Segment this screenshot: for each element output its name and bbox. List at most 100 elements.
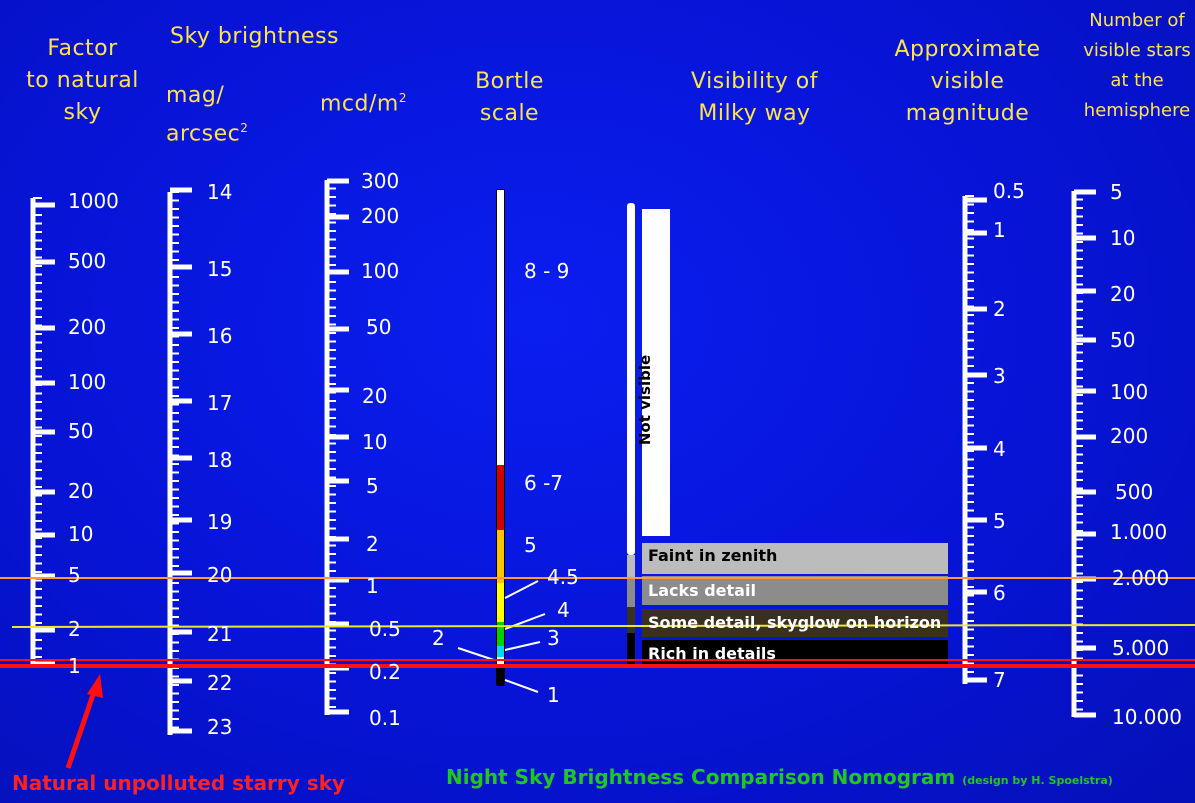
natural-sky-caption: Natural unpolluted starry sky bbox=[12, 771, 346, 795]
header-mag: mag/ arcsec2 bbox=[166, 80, 248, 150]
header-magnitude-line3: magnitude bbox=[905, 101, 1030, 126]
bortle-pointer bbox=[504, 641, 541, 651]
natural-sky-arrow-head bbox=[87, 674, 103, 698]
nomogram-credit: (design by H. Spoelstra) bbox=[962, 774, 1113, 787]
magnitude-label: 0.5 bbox=[993, 179, 1025, 203]
milky-way-band-label: Lacks detail bbox=[648, 581, 756, 600]
header-magnitude-line1: Approximate bbox=[894, 37, 1041, 62]
mag-label: 22 bbox=[207, 671, 233, 695]
header-milky-way: Visibility of Milky way bbox=[672, 66, 837, 130]
milky-way-not-visible-box bbox=[642, 209, 670, 536]
bortle-label: 5 bbox=[524, 533, 537, 557]
header-factor-line3: sky bbox=[63, 100, 102, 125]
header-factor-line2: to natural bbox=[26, 68, 139, 93]
bortle-label: 6 -7 bbox=[524, 471, 564, 495]
header-mag-line2: arcsec2 bbox=[166, 121, 249, 147]
magnitude-label: 7 bbox=[993, 668, 1006, 692]
factor-label: 2 bbox=[68, 617, 81, 641]
nomogram-title-text: Night Sky Brightness Comparison Nomogram bbox=[446, 765, 956, 789]
header-stars-line4: hemisphere bbox=[1083, 100, 1191, 121]
mag-label: 23 bbox=[207, 715, 233, 739]
milky-way-band bbox=[642, 576, 948, 605]
header-stars-line2: visible stars bbox=[1083, 40, 1191, 61]
bortle-segment bbox=[497, 530, 504, 583]
milky-way-band-label: Faint in zenith bbox=[648, 546, 778, 565]
factor-label: 500 bbox=[68, 249, 107, 273]
milky-way-scale-mid bbox=[627, 577, 635, 607]
milky-way-band bbox=[642, 543, 948, 574]
mag-label: 15 bbox=[207, 257, 233, 281]
header-mcd: mcd/m2 bbox=[320, 91, 407, 117]
factor-label: 5 bbox=[68, 563, 81, 587]
mag-label: 18 bbox=[207, 448, 233, 472]
stars-label: 20 bbox=[1110, 282, 1136, 306]
mcd-label: 50 bbox=[366, 315, 392, 339]
mag-label: 14 bbox=[207, 180, 233, 204]
bortle-segment bbox=[497, 583, 504, 622]
bortle-segment bbox=[497, 646, 504, 657]
magnitude-label: 6 bbox=[993, 581, 1006, 605]
magnitude-label: 1 bbox=[993, 218, 1006, 242]
bortle-segment bbox=[497, 190, 504, 465]
milky-way-scale-black bbox=[627, 633, 635, 666]
factor-label: 10 bbox=[68, 522, 94, 546]
milky-way-band-label: Rich in details bbox=[648, 644, 776, 663]
milky-way-band bbox=[642, 640, 948, 666]
bortle-segment bbox=[497, 465, 504, 530]
milky-way-scale-white bbox=[627, 203, 635, 555]
header-bortle: Bortle scale bbox=[462, 66, 557, 130]
bortle-pointer bbox=[504, 580, 539, 599]
nomogram-title: Night Sky Brightness Comparison Nomogram… bbox=[446, 765, 1113, 789]
bortle-label: 4.5 bbox=[547, 565, 579, 589]
milky-way-not-visible-label: Not visible bbox=[636, 354, 654, 446]
stars-label: 5 bbox=[1110, 180, 1123, 204]
mag-label: 21 bbox=[207, 622, 233, 646]
milky-way-band bbox=[642, 609, 948, 637]
mag-label: 17 bbox=[207, 391, 233, 415]
header-magnitude: Approximate visible magnitude bbox=[885, 34, 1050, 130]
stars-label: 1.000 bbox=[1110, 520, 1168, 544]
magnitude-label: 4 bbox=[993, 437, 1006, 461]
factor-label: 100 bbox=[68, 370, 107, 394]
bortle-segment bbox=[497, 622, 504, 646]
bortle-segment bbox=[497, 665, 504, 685]
header-stars-line1: Number of bbox=[1089, 10, 1185, 31]
stars-label: 100 bbox=[1110, 380, 1149, 404]
stars-label: 200 bbox=[1110, 424, 1149, 448]
bortle-label: 4 bbox=[557, 598, 570, 622]
header-factor-line1: Factor bbox=[47, 36, 118, 61]
header-bortle-line1: Bortle bbox=[475, 69, 544, 94]
mag-label: 20 bbox=[207, 563, 233, 587]
magnitude-label: 5 bbox=[993, 509, 1006, 533]
factor-label: 50 bbox=[68, 419, 94, 443]
factor-label: 20 bbox=[68, 479, 94, 503]
stars-label: 5.000 bbox=[1112, 636, 1170, 660]
header-factor: Factor to natural sky bbox=[20, 33, 145, 129]
mcd-label: 20 bbox=[362, 384, 388, 408]
mcd-label: 1 bbox=[366, 574, 379, 598]
stars-label: 2.000 bbox=[1112, 566, 1170, 590]
header-milky-way-line2: Milky way bbox=[698, 101, 811, 126]
mcd-label: 0.2 bbox=[369, 660, 401, 684]
factor-label: 1 bbox=[68, 654, 81, 678]
stars-label: 50 bbox=[1110, 328, 1136, 352]
stars-label: 10 bbox=[1110, 226, 1136, 250]
header-stars: Number of visible stars at the hemispher… bbox=[1072, 6, 1195, 126]
header-mag-line1: mag/ bbox=[166, 83, 225, 108]
bortle-pointer bbox=[457, 647, 495, 661]
mag-label: 19 bbox=[207, 510, 233, 534]
factor-label: 200 bbox=[68, 315, 107, 339]
stars-label: 10.000 bbox=[1112, 705, 1182, 729]
mcd-label: 5 bbox=[366, 474, 379, 498]
stars-label: 500 bbox=[1115, 480, 1154, 504]
bortle-label: 2 bbox=[432, 626, 445, 650]
mcd-label: 2 bbox=[366, 532, 379, 556]
header-milky-way-line1: Visibility of bbox=[691, 69, 818, 94]
magnitude-label: 3 bbox=[993, 364, 1006, 388]
milky-way-band-label: Some detail, skyglow on horizon bbox=[648, 613, 942, 632]
bortle-label: 3 bbox=[547, 626, 560, 650]
mcd-label: 200 bbox=[361, 204, 400, 228]
mag-label: 16 bbox=[207, 324, 233, 348]
